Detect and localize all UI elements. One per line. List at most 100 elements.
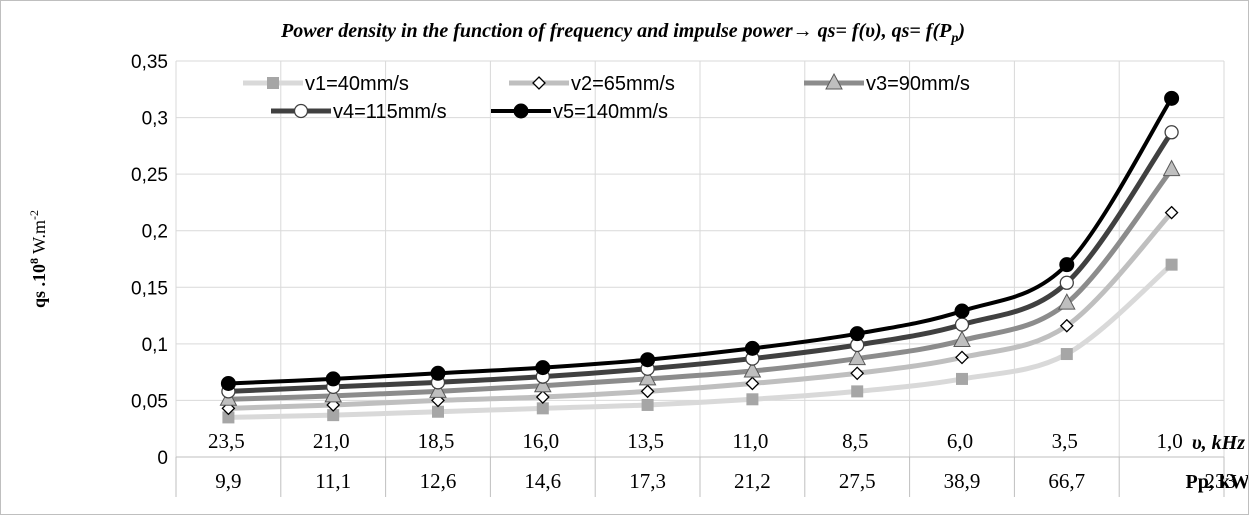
y-tick-label: 0,1 <box>142 335 168 356</box>
data-point <box>1060 348 1073 361</box>
data-point <box>956 372 968 385</box>
x-tick-label-power: 233 <box>1205 469 1237 493</box>
legend-item-2: v2=65mm/s <box>509 73 675 95</box>
data-point <box>536 402 549 415</box>
x-tick-label-frequency: 11,0 <box>732 429 768 453</box>
x-axis-label-power: Pp, kW <box>1186 471 1248 493</box>
grid <box>175 60 1225 457</box>
legend: v1=40mm/s v2=65mm/s v3=90mm/s v4=115mm/s v5=… <box>243 72 970 123</box>
x-tick-label-power: 66,7 <box>1048 469 1085 493</box>
data-point <box>429 381 447 398</box>
x-tick-label-frequency: 8,5 <box>842 429 868 453</box>
data-point <box>327 409 340 422</box>
series-3 <box>219 159 1181 406</box>
y-tick-label: 0,15 <box>131 278 168 299</box>
data-point <box>533 375 552 393</box>
series-4 <box>221 125 1179 399</box>
data-point <box>430 365 446 381</box>
data-point <box>848 348 867 366</box>
y-tick-label: 0 <box>157 448 168 469</box>
series-line <box>228 210 1174 411</box>
series-5 <box>220 90 1180 391</box>
data-point <box>1059 275 1074 290</box>
data-point <box>850 366 865 381</box>
x-axis-label-frequency: υ, kHz <box>1192 432 1245 454</box>
x-tick-label-frequency: 23,5 <box>208 429 245 453</box>
x-tick-label-power: 9,9 <box>215 469 241 493</box>
y-tick-label: 0,05 <box>131 391 168 412</box>
data-point <box>851 385 864 398</box>
x-tick-label-frequency: 3,5 <box>1052 429 1078 453</box>
chart-title: Power density in the function of frequen… <box>280 20 965 46</box>
data-point <box>535 390 550 404</box>
data-point <box>1059 257 1075 273</box>
legend-label: v4=115mm/s <box>333 101 447 123</box>
data-point <box>640 384 655 399</box>
data-point <box>953 330 971 347</box>
legend-label: v2=65mm/s <box>571 73 675 95</box>
legend-item-3: v3=90mm/s <box>804 72 970 95</box>
legend-marker <box>293 103 309 119</box>
data-point <box>849 326 865 342</box>
series-1 <box>222 258 1178 424</box>
data-point <box>745 376 760 391</box>
data-point <box>954 317 970 332</box>
y-tick-label: 0,3 <box>142 109 168 130</box>
y-axis-title: qs .108 W.m-2 <box>27 210 49 308</box>
series-line <box>228 97 1174 386</box>
axes: 0 0,05 0,1 0,15 0,2 0,25 0,3 0,35 23,5 21,0 18,5 16… <box>131 52 1236 497</box>
data-point <box>746 393 759 406</box>
data-point <box>1164 205 1179 220</box>
x-tick-label-power: 17,3 <box>629 469 666 493</box>
data-point <box>641 398 654 411</box>
data-point <box>222 411 235 424</box>
legend-item-1: v1=40mm/s <box>243 73 409 95</box>
x-tick-label-frequency: 18,5 <box>418 429 455 453</box>
y-tick-label: 0,25 <box>131 165 168 186</box>
y-tick-label: 0,2 <box>142 222 168 243</box>
legend-marker <box>532 76 546 90</box>
series-line <box>228 130 1174 394</box>
x-tick-label-frequency: 21,0 <box>313 429 350 453</box>
data-point <box>640 352 656 368</box>
data-point <box>954 303 970 319</box>
series-line <box>228 168 1174 402</box>
data-point <box>1165 258 1178 271</box>
x-tick-label-power: 38,9 <box>944 469 981 493</box>
legend-label: v1=40mm/s <box>305 73 409 95</box>
x-tick-label-frequency: 13,5 <box>627 429 664 453</box>
x-tick-label-power: 14,6 <box>524 469 561 493</box>
data-point <box>432 405 444 418</box>
x-tick-label-power: 12,6 <box>420 469 457 493</box>
x-tick-label-power: 11,1 <box>315 469 351 493</box>
data-point <box>743 360 762 378</box>
data-point <box>324 385 343 403</box>
legend-marker <box>267 77 279 89</box>
x-tick-label-power: 21,2 <box>734 469 771 493</box>
data-point <box>955 350 969 365</box>
data-point <box>1059 318 1074 333</box>
data-point <box>638 368 657 386</box>
data-point <box>1164 125 1179 140</box>
legend-item-5: v5=140mm/s <box>491 101 668 123</box>
data-point <box>1162 159 1181 177</box>
legend-marker <box>825 72 843 90</box>
legend-label: v5=140mm/s <box>553 101 668 123</box>
y-tick-label: 0,35 <box>131 52 168 73</box>
data-point <box>220 375 236 391</box>
x-tick-label-frequency: 1,0 <box>1156 429 1182 453</box>
data-point <box>1164 90 1180 106</box>
data-point <box>1057 293 1076 310</box>
legend-label: v3=90mm/s <box>866 73 970 95</box>
legend-item-4: v4=115mm/s <box>271 101 447 123</box>
x-tick-label-frequency: 6,0 <box>947 429 973 453</box>
data-point <box>535 360 551 376</box>
data-point <box>325 371 341 387</box>
series-line <box>228 262 1174 420</box>
x-tick-label-power: 27,5 <box>839 469 876 493</box>
series-2 <box>221 205 1179 416</box>
data-point <box>744 340 760 356</box>
x-tick-label-frequency: 16,0 <box>522 429 559 453</box>
